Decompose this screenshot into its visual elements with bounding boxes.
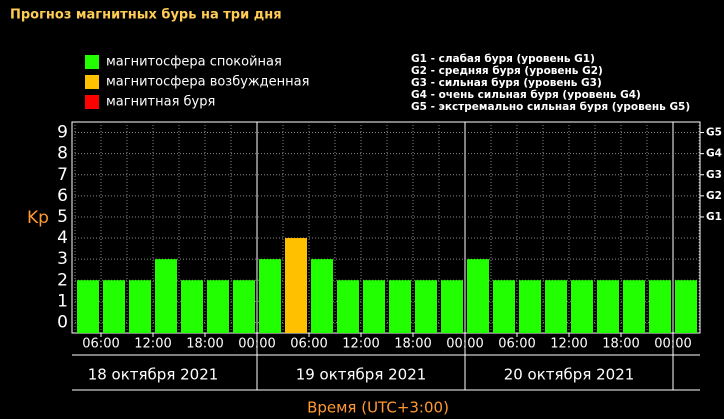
bar [545, 280, 567, 333]
x-tick-label: 18:00 [394, 337, 431, 352]
y-tick-label: 1 [57, 291, 68, 311]
bar [493, 280, 515, 333]
date-label: 18 октября 2021 [88, 366, 219, 384]
y2-tick-label: G5 [706, 127, 722, 139]
plot-frame [71, 121, 701, 334]
legend-label: магнитосфера возбужденная [106, 75, 309, 90]
bar [597, 280, 619, 333]
x-tick-label: 12:00 [550, 337, 587, 352]
bar [363, 280, 385, 333]
bar [233, 280, 255, 333]
legend-swatch [85, 75, 99, 89]
y-tick-label: 0 [57, 312, 68, 332]
bar [649, 280, 671, 333]
legend-swatch [85, 95, 99, 109]
y2-tick-label: G1 [706, 211, 722, 223]
storm-level-note: G2 - средняя буря (уровень G2) [411, 65, 603, 77]
x-tick-label: 12:00 [342, 337, 379, 352]
legend-swatch [85, 55, 99, 69]
y-tick-label: 3 [57, 249, 68, 269]
bar [103, 280, 125, 333]
x-tick-label: 18:00 [186, 337, 223, 352]
bar [207, 280, 229, 333]
bar [389, 280, 411, 333]
bar [467, 259, 489, 333]
y-tick-label: 9 [57, 123, 68, 143]
bar [337, 280, 359, 333]
y-tick-label: 8 [57, 144, 68, 164]
legend-label: магнитосфера спокойная [106, 55, 282, 70]
storm-level-note: G4 - очень сильная буря (уровень G4) [411, 89, 641, 101]
storm-level-note: G1 - слабая буря (уровень G1) [411, 53, 595, 65]
y-tick-label: 6 [57, 186, 68, 206]
bar [77, 280, 99, 333]
storm-level-note: G3 - сильная буря (уровень G3) [411, 77, 602, 89]
bar [571, 280, 593, 333]
y-tick-label: 5 [57, 207, 68, 227]
legend-label: магнитная буря [106, 95, 215, 110]
x-tick-label: 06:00 [82, 337, 119, 352]
x-tick-label: 00:00 [446, 337, 483, 352]
x-tick-label: 06:00 [290, 337, 327, 352]
chart-title: Прогноз магнитных бурь на три дня [10, 8, 282, 23]
bar [519, 280, 541, 333]
x-axis-label: Время (UTC+3:00) [307, 399, 449, 417]
date-label: 20 октября 2021 [504, 366, 635, 384]
x-tick-label: 12:00 [134, 337, 171, 352]
x-tick-label: 00:00 [238, 337, 275, 352]
bar [415, 280, 437, 333]
y2-tick-label: G2 [706, 190, 722, 202]
y-tick-label: 2 [57, 270, 68, 290]
y2-tick-label: G4 [706, 148, 722, 160]
y-tick-label: 7 [57, 165, 68, 185]
bar [623, 280, 645, 333]
storm-level-note: G5 - экстремально сильная буря (уровень … [411, 101, 690, 113]
y-axis-label: Kp [27, 208, 49, 228]
bar [311, 259, 333, 333]
bar [675, 280, 697, 333]
bar [441, 280, 463, 333]
bar [155, 259, 177, 333]
y2-tick-label: G3 [706, 169, 722, 181]
x-tick-label: 06:00 [498, 337, 535, 352]
bar [285, 238, 307, 333]
date-label: 19 октября 2021 [296, 366, 427, 384]
bar [181, 280, 203, 333]
bar [129, 280, 151, 333]
bar [259, 259, 281, 333]
x-tick-label: 00:00 [654, 337, 691, 352]
y-tick-label: 4 [57, 228, 68, 248]
x-tick-label: 18:00 [602, 337, 639, 352]
